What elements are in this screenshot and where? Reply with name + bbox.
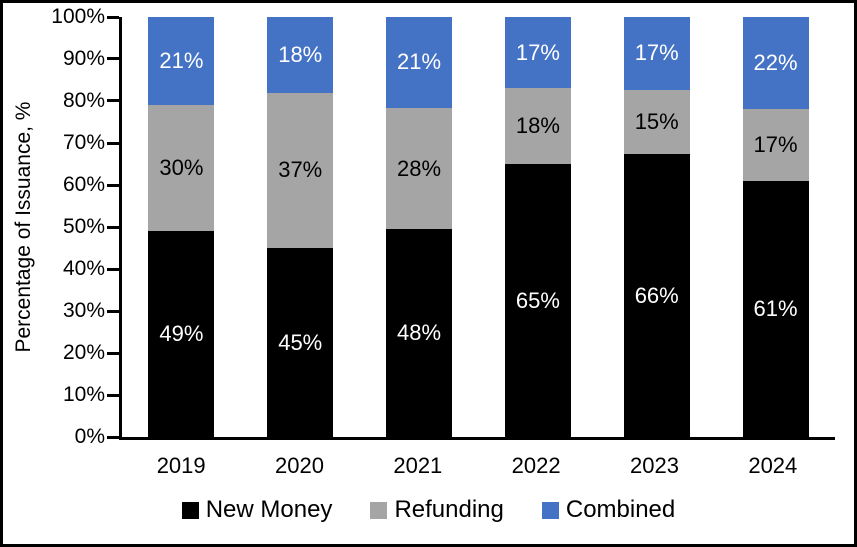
bar-segment-label: 30% xyxy=(159,155,204,181)
bar-slot: 65% 18% 17% xyxy=(478,17,597,437)
bar-segment: 17% xyxy=(504,17,571,89)
bar-segment-label: 65% xyxy=(515,287,560,313)
bar-slot: 48% 28% 21% xyxy=(360,17,479,437)
x-axis-category-label: 2020 xyxy=(275,453,324,478)
y-tick-label: 60% xyxy=(62,173,105,196)
x-axis-category-label: 2019 xyxy=(156,453,206,478)
y-tick-label: 20% xyxy=(62,341,105,364)
y-tick-mark xyxy=(107,142,119,145)
bar: 45% 37% 18% xyxy=(267,17,334,437)
bar-segment: 18% xyxy=(504,88,571,164)
y-tick-mark xyxy=(107,57,119,60)
bar-segment: 21% xyxy=(148,17,215,106)
bar-segment: 65% xyxy=(504,164,571,437)
bar-slot: 66% 15% 17% xyxy=(597,17,716,437)
y-tick-label: 90% xyxy=(62,47,105,70)
bar-slot: 61% 17% 22% xyxy=(716,17,835,437)
bar-segment: 37% xyxy=(267,92,334,248)
y-tick-label: 40% xyxy=(62,257,105,280)
bar-segment: 45% xyxy=(267,248,334,437)
y-tick-mark xyxy=(107,436,119,439)
bar-segment: 30% xyxy=(148,105,215,232)
bar-segment: 48% xyxy=(386,229,453,437)
bar-segment-label: 48% xyxy=(397,320,442,346)
bar-segment-label: 45% xyxy=(278,329,323,355)
bar-segment-label: 21% xyxy=(397,49,442,75)
y-tick-mark xyxy=(107,268,119,271)
bar-segment: 15% xyxy=(623,89,690,155)
legend-swatch xyxy=(541,501,559,519)
y-tick-mark xyxy=(107,310,119,313)
legend-item: New Money xyxy=(181,496,333,523)
bar-segment-label: 18% xyxy=(278,41,323,67)
plot-area: 49% 30% 21% 45% 37% 18% 48% 28% 21% 65% 18% 17% 66% 1… xyxy=(119,17,835,440)
bar-segment-label: 37% xyxy=(278,157,323,183)
bar-segment: 66% xyxy=(623,154,690,437)
legend-label: Refunding xyxy=(394,496,504,523)
bar-segment: 28% xyxy=(386,107,453,230)
x-axis-labels: 2019 2020 2021 2022 2023 2024 xyxy=(122,453,832,479)
legend-label: New Money xyxy=(205,496,333,523)
y-tick-mark xyxy=(107,394,119,397)
stacked-bar-chart: Percentage of Issuance, % 0% 10% 20% 30% 40%… xyxy=(3,3,854,544)
bar: 65% 18% 17% xyxy=(504,17,571,437)
bar-segment: 61% xyxy=(742,180,809,437)
legend-swatch xyxy=(370,501,388,519)
bar-segment-label: 18% xyxy=(515,113,560,139)
bar-segment: 17% xyxy=(623,17,690,90)
bar-segment-label: 61% xyxy=(753,295,798,321)
y-tick-mark xyxy=(107,99,119,102)
x-axis-category-label: 2021 xyxy=(393,453,443,478)
bar-segment-label: 21% xyxy=(159,48,204,74)
y-tick-mark xyxy=(107,16,119,19)
y-tick-label: 80% xyxy=(62,89,105,112)
y-tick-mark xyxy=(107,184,119,187)
y-tick-label: 70% xyxy=(62,131,105,154)
y-tick-label: 50% xyxy=(62,215,105,238)
bar-segment-label: 49% xyxy=(159,321,204,347)
bar-segment: 21% xyxy=(386,17,453,108)
bar-segment-label: 15% xyxy=(634,109,679,135)
bar-segment: 17% xyxy=(742,109,809,181)
bar-segment: 49% xyxy=(148,231,215,437)
legend-item: Refunding xyxy=(370,496,504,523)
y-tick-label: 10% xyxy=(62,383,105,406)
bar-slot: 45% 37% 18% xyxy=(241,17,360,437)
x-axis-category-label: 2022 xyxy=(511,453,561,478)
y-tick-mark xyxy=(107,352,119,355)
bar-segment-label: 22% xyxy=(753,50,798,76)
legend-label: Combined xyxy=(565,496,676,523)
bar: 66% 15% 17% xyxy=(623,17,690,437)
legend-item: Combined xyxy=(541,496,676,523)
bar-segment-label: 66% xyxy=(634,282,679,308)
x-axis-category-label: 2024 xyxy=(748,453,798,478)
bar: 49% 30% 21% xyxy=(148,17,215,437)
bar: 48% 28% 21% xyxy=(386,17,453,437)
y-tick-label: 100% xyxy=(51,5,105,28)
bar-segment: 22% xyxy=(742,17,809,110)
bar-segment-label: 17% xyxy=(753,132,798,158)
bar-segment-label: 28% xyxy=(397,155,442,181)
x-axis-category-label: 2023 xyxy=(630,453,679,478)
y-tick-mark xyxy=(107,226,119,229)
bar-segment: 18% xyxy=(267,17,334,93)
legend: New Money Refunding Combined xyxy=(3,497,854,523)
bar-slot: 49% 30% 21% xyxy=(122,17,241,437)
bar-segment-label: 17% xyxy=(634,40,679,66)
y-tick-label: 0% xyxy=(74,425,105,448)
bar-segment-label: 17% xyxy=(515,39,560,65)
y-tick-label: 30% xyxy=(62,299,105,322)
legend-swatch xyxy=(181,501,199,519)
bars: 49% 30% 21% 45% 37% 18% 48% 28% 21% 65% 18% 17% 66% 1… xyxy=(122,17,835,437)
bar: 61% 17% 22% xyxy=(742,17,809,437)
